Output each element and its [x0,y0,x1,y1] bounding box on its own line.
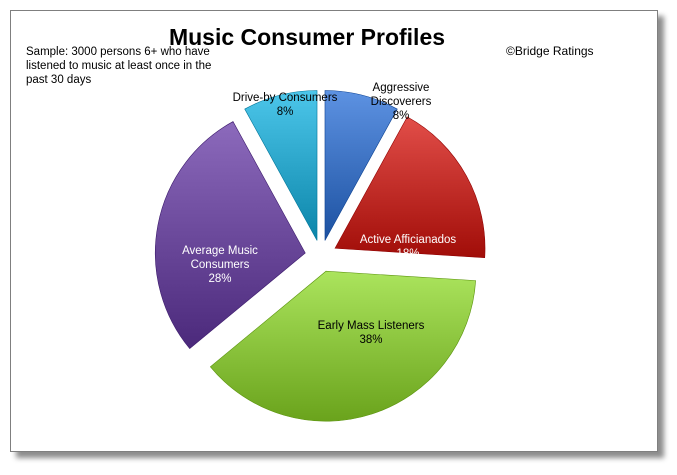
slice-name-label: Consumers [191,259,250,271]
pie-slice [324,90,398,241]
slice-name-label: Average Music [182,245,258,257]
slice-label: Active Afficianados 18% [360,234,457,260]
slice-name-label: Early Mass Listeners [318,320,425,332]
pie-slice [334,116,486,259]
slice-label: Aggressive Discoverers 8% [371,82,432,122]
slice-value-label: 8% [277,106,294,118]
chart-title: Music Consumer Profiles [168,24,446,50]
slice-value-label: 8% [393,110,410,122]
slice-value-label: 28% [208,273,231,285]
slice-label: Average Music Consumers 28% [182,245,258,285]
source-credit: ©Bridge Ratings [506,44,594,58]
slice-name-label: Discoverers [371,96,432,108]
slice-label: Early Mass Listeners 38% [318,320,425,346]
pie-labels: Aggressive Discoverers 8% Active Afficianad… [182,82,456,346]
slice-value-label: 38% [359,334,382,346]
pie-slices [154,90,486,422]
chart-area: Music Consumer Profiles Sample: 3000 per… [10,10,658,452]
slice-value-label: 18% [396,248,419,260]
slice-name-label: Active Afficianados [360,234,457,246]
pie-slice [209,270,476,422]
pie-chart: Aggressive Discoverers 8% Active Afficianad… [154,82,486,422]
slice-label: Drive-by Consumers 8% [233,92,338,118]
pie-slice [244,90,318,241]
sample-note: Sample: 3000 persons 6+ who have listene… [26,46,212,86]
pie-slice [154,121,306,350]
slice-name-label: Drive-by Consumers [233,92,338,104]
slice-name-label: Aggressive [373,82,430,94]
